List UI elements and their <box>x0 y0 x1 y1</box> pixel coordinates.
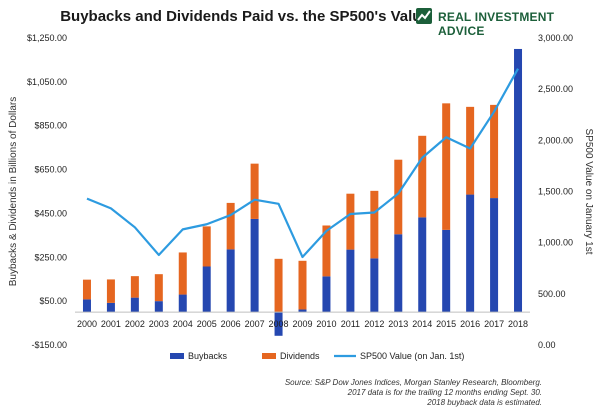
dividends-bar <box>226 202 235 250</box>
dividends-bar <box>346 193 355 250</box>
buybacks-bar <box>106 302 115 313</box>
x-axis: 2000 2001 2002 2003 2004 2005 2006 2007 2008 2009… <box>77 319 528 329</box>
buybacks-bar <box>346 249 355 313</box>
dividends-bar <box>274 258 283 313</box>
buybacks-bar <box>130 297 139 313</box>
buybacks-bar <box>466 194 475 313</box>
x-tick-label: 2014 <box>412 319 432 329</box>
dividends-bar <box>202 226 211 267</box>
brand-name: REAL INVESTMENT ADVICE <box>438 10 555 38</box>
y-tick-label-right: 0.00 <box>538 340 556 350</box>
x-tick-label: 2013 <box>388 319 408 329</box>
y-tick-label-right: 2,500.00 <box>538 84 573 94</box>
dividends-bar <box>130 276 139 298</box>
legend: Buybacks Dividends SP500 Value (on Jan. 1s… <box>170 351 464 361</box>
dividends-bar <box>298 260 307 310</box>
dividends-bar <box>82 279 91 300</box>
legend-label-buybacks: Buybacks <box>188 351 228 361</box>
y-tick-label-right: 1,500.00 <box>538 187 573 197</box>
buybacks-bar <box>178 294 187 313</box>
x-tick-label: 2012 <box>364 319 384 329</box>
y-axis-label-right: SP500 Value on January 1st <box>583 128 594 254</box>
x-tick-label: 2005 <box>197 319 217 329</box>
x-tick-label: 2010 <box>316 319 336 329</box>
y-axis-right: 0.00 500.00 1,000.00 1,500.00 2,000.00 2,500.… <box>538 33 573 350</box>
y-axis-label-left: Buybacks & Dividends in Billions of Doll… <box>8 97 19 287</box>
buybacks-bar <box>274 312 283 336</box>
y-tick-label-left: $1,250.00 <box>27 33 67 43</box>
bars <box>75 48 530 336</box>
source-line-1: Source: S&P Dow Jones Indices, Morgan St… <box>284 378 542 387</box>
x-tick-label: 2001 <box>101 319 121 329</box>
x-tick-label: 2011 <box>341 319 360 329</box>
y-tick-label-left: $50.00 <box>39 296 67 306</box>
source-line-3: 2018 buyback data is estimated. <box>427 398 542 407</box>
y-tick-label-left: $1,050.00 <box>27 77 67 87</box>
buybacks-bar <box>298 309 307 313</box>
x-tick-label: 2015 <box>436 319 456 329</box>
x-tick-label: 2007 <box>245 319 265 329</box>
dividends-bar <box>394 159 403 235</box>
y-tick-label-left: -$150.00 <box>31 340 67 350</box>
brand-logo-icon <box>416 8 432 24</box>
buybacks-bar <box>226 249 235 313</box>
dividends-bar <box>370 190 379 259</box>
dividends-bar <box>250 163 259 219</box>
dividends-bar <box>322 225 331 277</box>
buybacks-bar <box>154 301 163 313</box>
dividends-bar <box>442 103 451 230</box>
x-tick-label: 2006 <box>221 319 241 329</box>
legend-swatch-dividends <box>262 353 276 359</box>
buybacks-bar <box>370 258 379 313</box>
y-tick-label-right: 2,000.00 <box>538 135 573 145</box>
dividends-bar <box>490 104 499 199</box>
dividends-bar <box>418 135 427 218</box>
x-tick-label: 2008 <box>269 319 289 329</box>
source-line-2: 2017 data is for the trailing 12 months … <box>347 388 542 397</box>
legend-label-sp500: SP500 Value (on Jan. 1st) <box>360 351 464 361</box>
buybacks-bar <box>202 266 211 313</box>
legend-swatch-buybacks <box>170 353 184 359</box>
buybacks-bar <box>394 234 403 313</box>
x-tick-label: 2004 <box>173 319 193 329</box>
x-tick-label: 2003 <box>149 319 169 329</box>
y-tick-label-right: 1,000.00 <box>538 238 573 248</box>
legend-label-dividends: Dividends <box>280 351 320 361</box>
chart-title: Buybacks and Dividends Paid vs. the SP50… <box>60 8 430 25</box>
x-tick-label: 2018 <box>508 319 528 329</box>
x-tick-label: 2016 <box>460 319 480 329</box>
sp500-line <box>86 68 519 259</box>
buybacks-bar <box>418 217 427 313</box>
y-tick-label-left: $850.00 <box>34 121 67 131</box>
buybacks-bar <box>442 229 451 313</box>
y-tick-label-left: $450.00 <box>34 208 67 218</box>
y-tick-label-right: 3,000.00 <box>538 33 573 43</box>
buybacks-bar <box>82 299 91 313</box>
dividends-bar <box>178 252 187 295</box>
dividends-bar <box>154 274 163 302</box>
x-tick-label: 2017 <box>484 319 504 329</box>
y-tick-label-right: 500.00 <box>538 289 566 299</box>
source-note: Source: S&P Dow Jones Indices, Morgan St… <box>285 378 542 408</box>
buybacks-bar <box>250 218 259 313</box>
x-tick-label: 2000 <box>77 319 97 329</box>
y-tick-label-left: $650.00 <box>34 165 67 175</box>
y-axis-left: -$150.00 $50.00 $250.00 $450.00 $650.00 $850.… <box>27 33 67 350</box>
y-tick-label-left: $250.00 <box>34 252 67 262</box>
x-tick-label: 2002 <box>125 319 145 329</box>
buybacks-bar <box>514 48 523 313</box>
buybacks-bar <box>490 198 499 313</box>
dividends-bar <box>466 106 475 195</box>
dividends-bar <box>106 279 115 303</box>
buybacks-bar <box>322 276 331 313</box>
sp500-line-layer <box>86 68 519 259</box>
x-tick-label: 2009 <box>292 319 312 329</box>
